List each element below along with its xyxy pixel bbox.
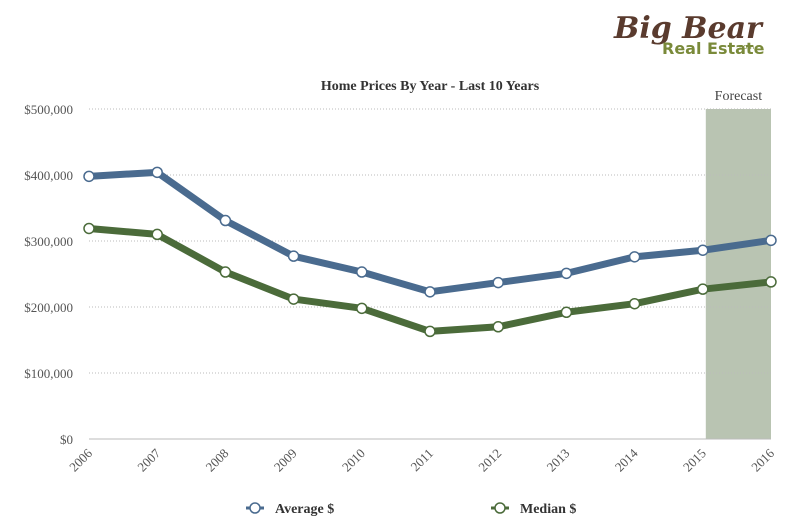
x-tick-label: 2016 <box>748 445 777 474</box>
grid-lines <box>89 108 771 440</box>
x-axis: 2006 2007 2008 2009 2010 2011 2012 2013 2014 2015… <box>66 445 777 474</box>
legend: Average $ Median $ <box>246 502 576 517</box>
data-point <box>219 214 232 227</box>
legend-marker <box>249 502 261 514</box>
data-point <box>697 244 709 256</box>
data-point <box>560 267 573 280</box>
logo-big-text: Big Bear <box>613 11 764 46</box>
data-point <box>560 306 573 319</box>
x-tick-label: 2012 <box>475 446 504 475</box>
data-point <box>697 283 709 295</box>
data-point <box>628 297 641 310</box>
data-point <box>765 276 777 288</box>
series-lines <box>85 168 775 335</box>
big-bear-logo: Big Bear Real Estate .com <box>613 11 765 58</box>
x-tick-label: 2014 <box>612 445 641 474</box>
data-point <box>151 228 163 241</box>
x-tick-label: 2006 <box>66 445 95 474</box>
x-tick-label: 2007 <box>134 445 163 474</box>
logo-com-text: .com <box>737 43 754 51</box>
legend-label: Average $ <box>275 502 334 517</box>
x-tick-label: 2010 <box>339 446 368 475</box>
data-point <box>83 170 95 183</box>
data-point <box>765 234 777 247</box>
data-point <box>356 302 368 315</box>
forecast-label: Forecast <box>715 89 763 104</box>
data-point <box>424 286 436 298</box>
x-tick-label: 2009 <box>271 446 300 475</box>
x-tick-label: 2013 <box>544 446 573 475</box>
logo-real-estate-text: Real Estate <box>662 39 765 58</box>
data-point <box>287 293 300 305</box>
data-point <box>151 166 163 179</box>
data-point <box>492 276 504 289</box>
forecast-band <box>705 109 771 439</box>
series-line-average <box>85 168 775 296</box>
x-tick-label: 2011 <box>407 446 436 475</box>
data-point <box>424 325 436 338</box>
y-tick-label: $500,000 <box>24 102 73 117</box>
data-point <box>356 266 368 278</box>
x-tick-label: 2015 <box>680 446 709 475</box>
legend-marker <box>494 502 506 514</box>
y-tick-label: $100,000 <box>24 366 73 381</box>
legend-label: Median $ <box>520 502 576 517</box>
series-line-median <box>85 224 775 335</box>
data-point <box>83 222 95 235</box>
y-tick-label: $400,000 <box>24 168 73 183</box>
y-axis: $0 $100,000 $200,000 $300,000 $400,000 $500,0… <box>24 102 73 447</box>
series-points <box>83 166 777 338</box>
x-tick-label: 2008 <box>203 446 232 475</box>
data-point <box>219 266 232 278</box>
chart-title: Home Prices By Year - Last 10 Years <box>321 79 540 94</box>
data-point <box>628 251 641 263</box>
data-point <box>492 321 504 333</box>
y-tick-label: $300,000 <box>24 234 73 249</box>
y-tick-label: $0 <box>60 432 73 447</box>
data-point <box>287 250 300 262</box>
y-tick-label: $200,000 <box>24 300 73 315</box>
